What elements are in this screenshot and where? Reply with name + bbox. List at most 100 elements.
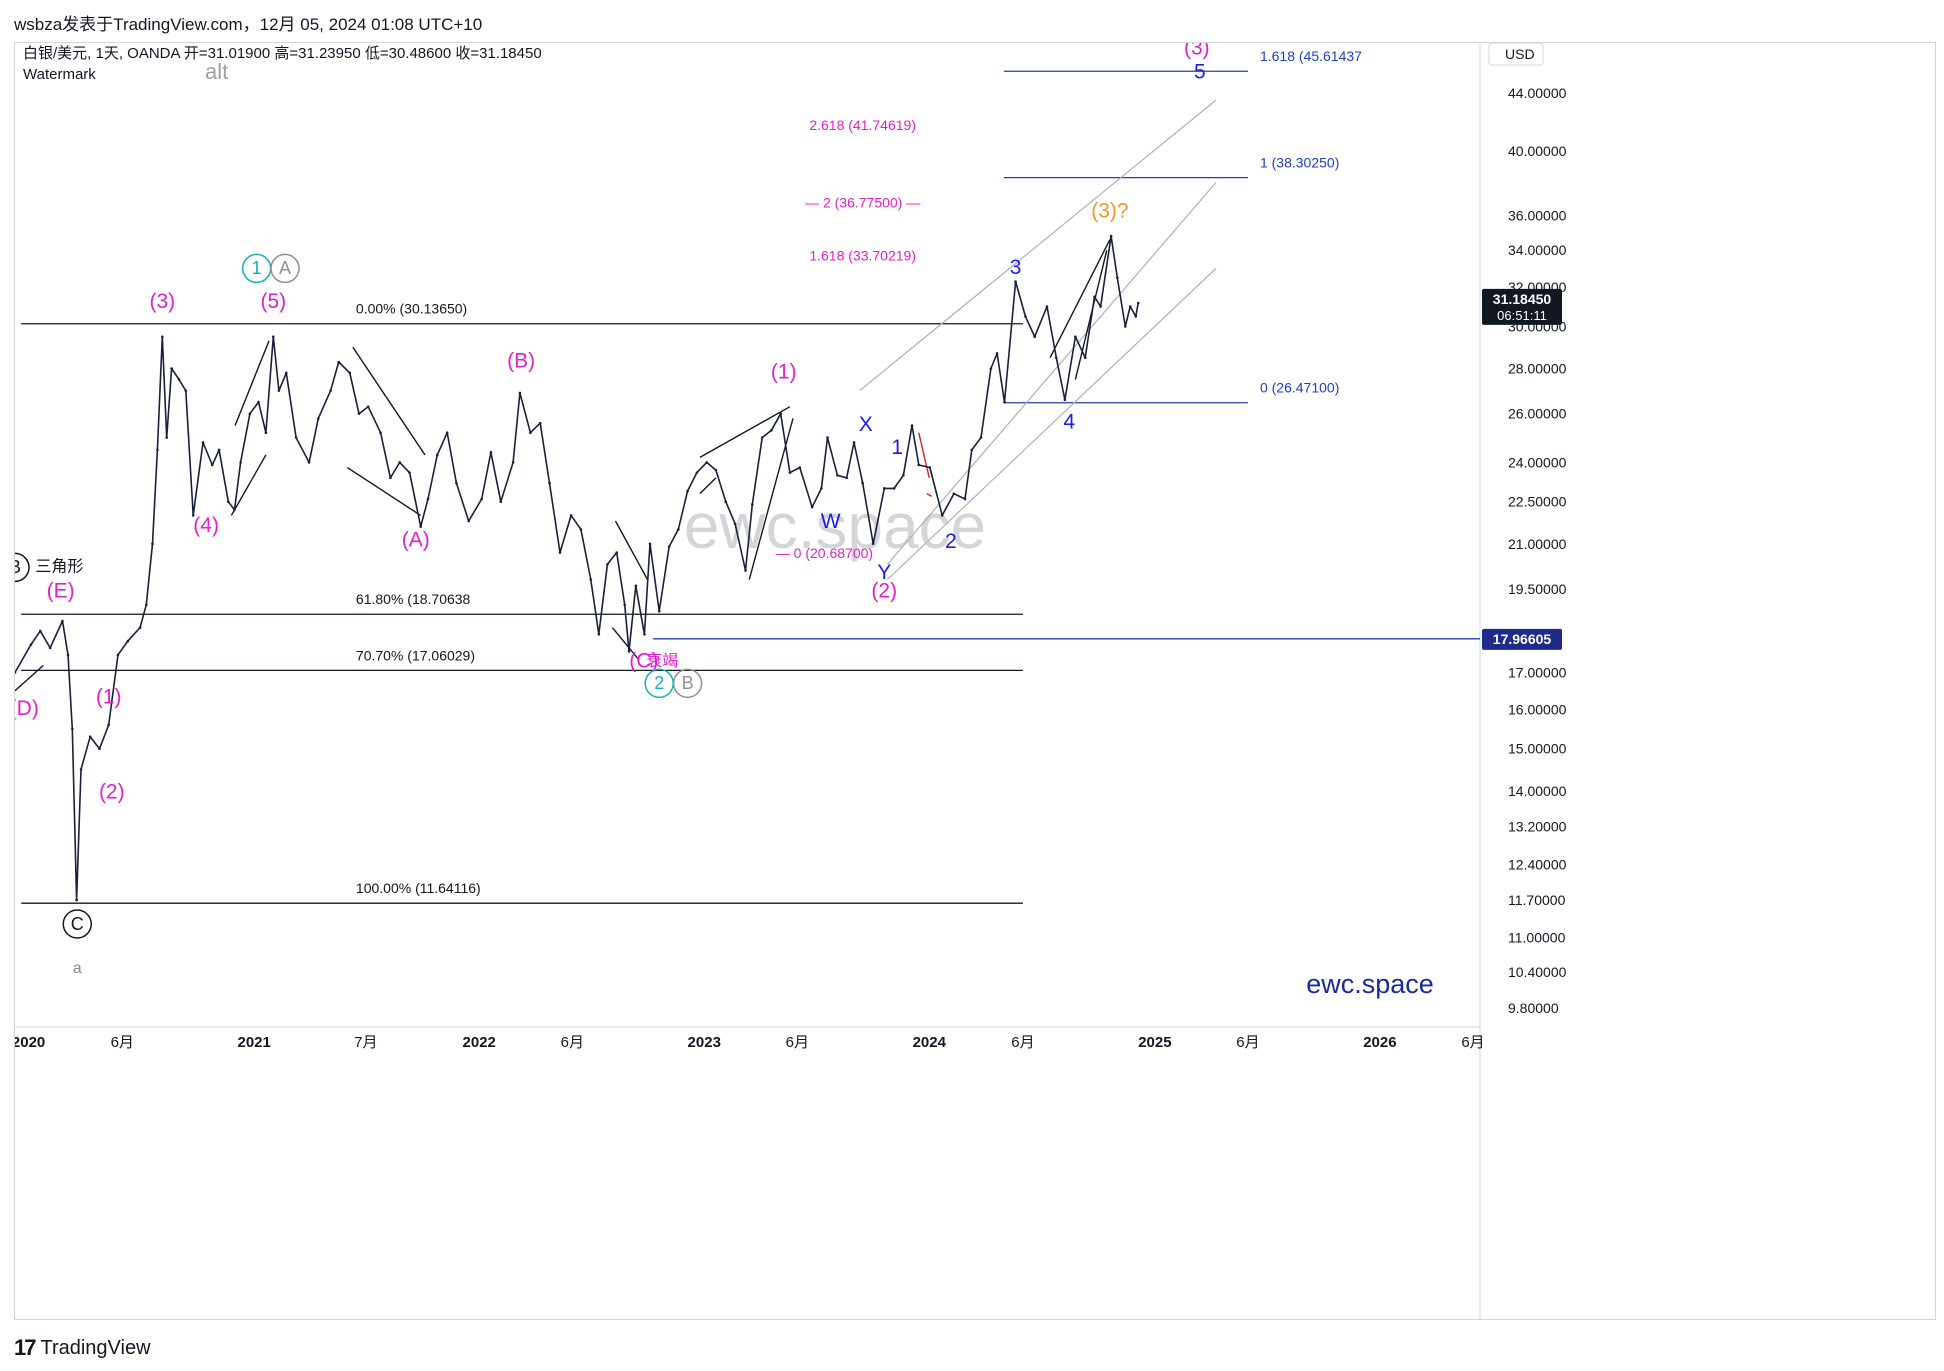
price-point	[657, 609, 661, 613]
price-point	[1045, 305, 1049, 308]
wave-label-5: (E)	[47, 580, 75, 603]
indicator-label: Watermark	[23, 66, 96, 83]
wave-label-6: (D)	[15, 697, 39, 720]
price-point	[634, 584, 638, 588]
price-point	[643, 633, 646, 636]
y-tick-label: 44.00000	[1508, 85, 1567, 101]
y-tick-label: 14.00000	[1508, 783, 1567, 799]
price-point	[1136, 301, 1140, 305]
wave-label-15: X	[859, 413, 873, 436]
price-point	[810, 505, 814, 509]
time-axis: 2020 6月 2021 7月 2022 6月 2023 6月 2024 6月 2025 6月 2026…	[15, 1034, 1485, 1051]
chart-panel[interactable]: ewc.space ewc.space 0.00% (30.13650) 61.80…	[14, 42, 1936, 1320]
price-point	[917, 463, 921, 467]
wave-label-21: 4	[1063, 411, 1075, 434]
price-point	[48, 646, 52, 650]
price-point	[329, 389, 332, 392]
trendline-4	[346, 466, 422, 517]
currency-label: USD	[1505, 46, 1535, 62]
chart-background	[15, 43, 1935, 1319]
y-tick-label: 26.00000	[1508, 406, 1567, 422]
price-point	[499, 500, 503, 504]
price-point	[861, 481, 864, 485]
y-tick-label: 9.80000	[1508, 1000, 1559, 1016]
circled-label-ring	[15, 552, 30, 583]
price-point	[317, 417, 320, 420]
price-point	[248, 412, 252, 415]
price-point	[1115, 276, 1119, 280]
price-point	[714, 468, 718, 472]
circled-label-5: C	[62, 909, 93, 939]
grid-layer	[15, 43, 1935, 1319]
x-tick-label: 6月	[1236, 1034, 1259, 1051]
price-point	[116, 653, 120, 657]
price-point	[788, 471, 792, 474]
last-price-value: 31.18450	[1493, 291, 1552, 307]
price-point	[538, 421, 542, 425]
wave-label-22: 5	[1194, 60, 1206, 83]
trendline-8	[699, 477, 717, 495]
price-point	[705, 461, 709, 464]
price-point	[589, 578, 593, 581]
price-point	[233, 508, 236, 512]
trendline-5	[614, 520, 649, 580]
price-point	[357, 412, 361, 415]
price-point	[677, 528, 680, 531]
price-point	[435, 453, 439, 457]
x-tick-label: 6月	[111, 1034, 134, 1051]
chart-canvas[interactable]: ewc.space ewc.space 0.00% (30.13650) 61.80…	[15, 43, 1935, 1319]
price-point	[667, 545, 671, 548]
trendline-3	[352, 346, 426, 456]
circled-label-text: C	[71, 914, 84, 934]
channel-line-0-1	[886, 182, 1217, 565]
price-point	[779, 412, 782, 415]
wave-label-13: (3)	[1184, 43, 1210, 60]
x-tick-label: 6月	[1461, 1034, 1484, 1051]
x-tick-label: 7月	[354, 1034, 377, 1051]
price-point	[1134, 315, 1138, 318]
x-tick-label: 2023	[688, 1034, 721, 1051]
price-point	[695, 471, 699, 474]
y-tick-label: 11.70000	[1508, 892, 1566, 908]
y-tick-label: 22.50000	[1508, 494, 1567, 510]
price-point	[989, 367, 993, 370]
price-point	[426, 497, 430, 501]
channel-line-0-0	[859, 99, 1217, 392]
price-point	[145, 603, 148, 607]
price-point	[548, 481, 551, 485]
trendline-13	[926, 493, 933, 497]
price-point	[928, 466, 932, 469]
price-point	[882, 487, 886, 490]
price-point	[910, 424, 914, 427]
price-point	[979, 436, 983, 439]
tradingview-logo[interactable]: 17 TradingView	[14, 1335, 151, 1361]
circled-label-text: 2	[654, 673, 664, 693]
x-tick-label: 6月	[1011, 1034, 1034, 1051]
y-tick-label: 21.00000	[1508, 536, 1567, 552]
level-label-5: 1 (38.30250)	[1260, 155, 1339, 171]
wave-label-24: a	[73, 960, 82, 977]
price-point	[337, 360, 340, 364]
wave-label-16: W	[821, 510, 841, 533]
price-point	[165, 436, 168, 439]
price-point	[75, 898, 78, 902]
fib-label-3: — 0 (20.68700)	[776, 545, 873, 561]
price-point	[852, 441, 856, 444]
trendline-6	[611, 627, 639, 659]
alt-label: alt	[205, 59, 228, 84]
price-point	[455, 481, 458, 485]
price-point	[348, 371, 352, 375]
tradingview-logo-icon: 17	[14, 1335, 37, 1360]
fib-label-2: 1.618 (33.70219)	[809, 248, 916, 264]
x-tick-label: 2021	[238, 1034, 271, 1051]
price-point	[1054, 356, 1058, 360]
circled-label-text: A	[279, 258, 291, 278]
wave-label-18: 1	[891, 436, 903, 459]
price-point	[569, 514, 573, 517]
price-point	[480, 497, 483, 501]
channel-line-0-2	[886, 267, 1217, 581]
price-point	[1003, 400, 1006, 404]
price-point	[307, 461, 311, 464]
price-point	[15, 671, 17, 674]
price-point	[398, 461, 401, 464]
